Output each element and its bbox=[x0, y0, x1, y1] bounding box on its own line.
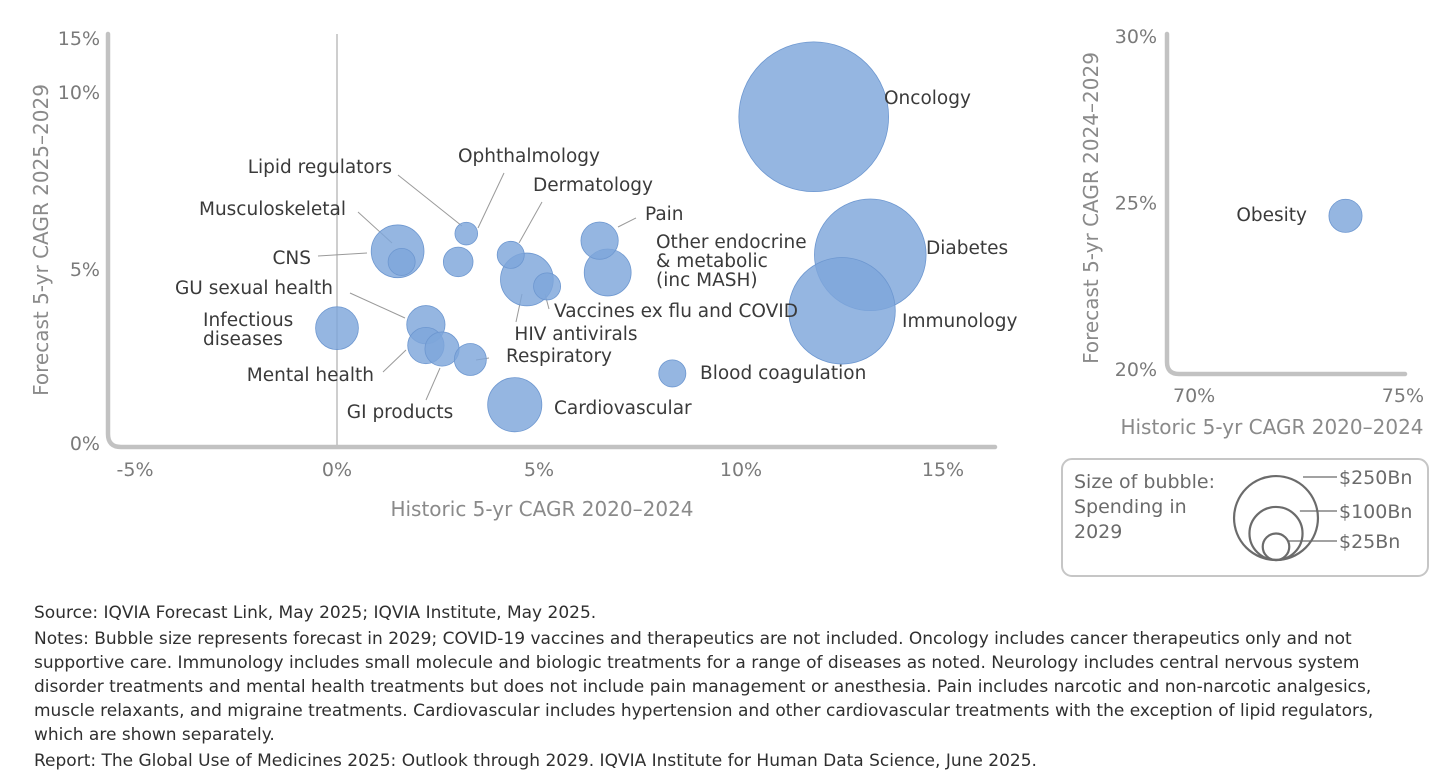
notes-block: Notes: Bubble size represents forecast i… bbox=[34, 627, 1434, 747]
bubble-cardiovascular bbox=[487, 377, 543, 433]
inset-axes bbox=[1164, 31, 1408, 377]
bubble-label-lipid-regulators: Lipid regulators bbox=[248, 157, 392, 178]
legend-circles: $250Bn $100Bn $25Bn bbox=[1232, 467, 1412, 562]
bubble-label-ophthalmology: Ophthalmology bbox=[458, 146, 600, 167]
legend-label-25bn: $25Bn bbox=[1339, 531, 1400, 553]
bubble-label-vaccines-ex-flu-and-covid: Vaccines ex flu and COVID bbox=[554, 301, 798, 322]
x-tick-label: 0% bbox=[322, 459, 352, 481]
legend-label-250bn: $250Bn bbox=[1339, 467, 1412, 489]
bubble-label-other-endocrine-metabolic-inc-mash-line-1: Other endocrine bbox=[656, 232, 807, 253]
bubble-chart: -5% 0% 5% 10% 15% 15% 10% 5% 0% Historic 5-yr CA… bbox=[29, 26, 1429, 577]
leader-line-ophthalmology bbox=[477, 172, 505, 229]
bubble-label-dermatology: Dermatology bbox=[533, 175, 653, 196]
x-tick-label: 10% bbox=[720, 459, 762, 481]
inset-y-tick-label: 20% bbox=[1115, 359, 1157, 381]
bubble-ophthalmology bbox=[442, 246, 474, 278]
y-tick-label: 0% bbox=[70, 433, 100, 455]
bubble-obesity bbox=[1328, 198, 1363, 233]
legend-label-100bn: $100Bn bbox=[1339, 501, 1412, 523]
leader-line-mental-health bbox=[382, 349, 407, 373]
bubble-label-gi-products: GI products bbox=[347, 402, 453, 423]
bubble-label-other-endocrine-metabolic-inc-mash-line-3: (inc MASH) bbox=[656, 270, 758, 291]
legend-box bbox=[1061, 458, 1429, 577]
inset-axis-frame bbox=[1164, 31, 1408, 377]
x-tick-label: 5% bbox=[524, 459, 554, 481]
bubble-label-blood-coagulation: Blood coagulation bbox=[700, 363, 866, 384]
size-legend: Size of bubble: Spending in 2029 $250Bn$… bbox=[1061, 458, 1429, 577]
notes-line: which are shown separately. bbox=[34, 725, 275, 745]
inset-tick-labels: 70% 75% 30% 25% 20% bbox=[1115, 26, 1424, 407]
legend-title-line-1: Size of bubble: bbox=[1074, 471, 1215, 493]
notes-line: supportive care. Immunology includes sma… bbox=[34, 653, 1360, 673]
bubble-label-mental-health: Mental health bbox=[247, 365, 374, 386]
bubble-label-respiratory: Respiratory bbox=[506, 346, 612, 367]
inset-bubbles: Obesity bbox=[1236, 198, 1363, 233]
bubble-label-hiv-antivirals: HIV antivirals bbox=[514, 324, 637, 345]
bubble-oncology bbox=[738, 41, 889, 193]
bubble-label-obesity: Obesity bbox=[1236, 205, 1307, 226]
leader-line-gi-products bbox=[425, 367, 441, 401]
y-tick-label: 15% bbox=[58, 28, 100, 50]
bubble-label-immunology: Immunology bbox=[902, 311, 1017, 332]
inset-y-axis-title: Forecast 5-yr CAGR 2024–2029 bbox=[1079, 52, 1103, 364]
bubble-vaccines-ex-flu-and-covid bbox=[533, 272, 562, 301]
bubble-blood-coagulation bbox=[658, 359, 687, 388]
legend-title-line-3: 2029 bbox=[1074, 521, 1122, 543]
leader-line-cns bbox=[317, 252, 368, 257]
main-bubble-labels: Oncology Diabetes Immunology CNS Musculoskel… bbox=[175, 88, 1018, 423]
bubble-label-diabetes: Diabetes bbox=[926, 238, 1008, 259]
bubble-label-cns: CNS bbox=[273, 248, 312, 269]
x-tick-label: 15% bbox=[922, 459, 964, 481]
bubble-dermatology bbox=[496, 240, 525, 269]
bubble-label-pain: Pain bbox=[645, 204, 684, 225]
main-axis-frame bbox=[105, 31, 998, 450]
bubble-infectious-diseases bbox=[315, 306, 359, 350]
notes-line: Notes: Bubble size represents forecast i… bbox=[34, 629, 1352, 649]
bubble-pain bbox=[580, 221, 619, 260]
bubble-label-infectious-diseases-line-1: Infectious bbox=[203, 310, 293, 331]
leader-line-dermatology bbox=[518, 201, 543, 244]
bubble-label-other-endocrine-metabolic-inc-mash-line-2: & metabolic bbox=[656, 251, 768, 272]
legend-title-line-2: Spending in bbox=[1074, 496, 1187, 518]
bubble-label-infectious-diseases-line-2: diseases bbox=[203, 329, 283, 350]
bubble-respiratory bbox=[453, 343, 487, 376]
inset-x-axis-title: Historic 5-yr CAGR 2020–2024 bbox=[1120, 415, 1423, 439]
legend-circle-25bn bbox=[1261, 532, 1291, 562]
bubble-label-musculoskeletal: Musculoskeletal bbox=[199, 199, 346, 220]
main-x-axis-title: Historic 5-yr CAGR 2020–2024 bbox=[390, 497, 693, 521]
leader-line-lipid-regulators bbox=[397, 174, 463, 227]
notes-line: disorder treatments and mental health tr… bbox=[34, 677, 1372, 697]
main-axes bbox=[105, 31, 998, 450]
y-tick-label: 10% bbox=[58, 82, 100, 104]
bubble-label-oncology: Oncology bbox=[884, 88, 971, 109]
bubble-label-cardiovascular: Cardiovascular bbox=[554, 398, 692, 419]
x-tick-label: -5% bbox=[117, 459, 154, 481]
inset-x-tick-label: 75% bbox=[1382, 385, 1424, 407]
bubble-immunology bbox=[788, 257, 896, 365]
bubble-lipid-regulators bbox=[454, 221, 479, 246]
source-note: Source: IQVIA Forecast Link, May 2025; I… bbox=[34, 603, 597, 623]
leader-line-gu-sexual-health bbox=[349, 292, 406, 319]
main-bubbles bbox=[315, 41, 927, 433]
bubble-label-gu-sexual-health: GU sexual health bbox=[175, 278, 333, 299]
y-tick-label: 5% bbox=[70, 259, 100, 281]
inset-y-tick-label: 30% bbox=[1115, 26, 1157, 48]
inset-x-tick-label: 70% bbox=[1173, 385, 1215, 407]
inset-y-tick-label: 25% bbox=[1115, 193, 1157, 215]
notes-line: muscle relaxants, and migraine treatment… bbox=[34, 701, 1374, 721]
main-tick-labels: -5% 0% 5% 10% 15% 15% 10% 5% 0% bbox=[58, 28, 964, 481]
report-note: Report: The Global Use of Medicines 2025… bbox=[34, 751, 1037, 771]
bubble-musculoskeletal bbox=[387, 247, 416, 276]
main-y-axis-title: Forecast 5-yr CAGR 2025–2029 bbox=[29, 84, 53, 396]
leader-line-pain bbox=[617, 217, 637, 228]
